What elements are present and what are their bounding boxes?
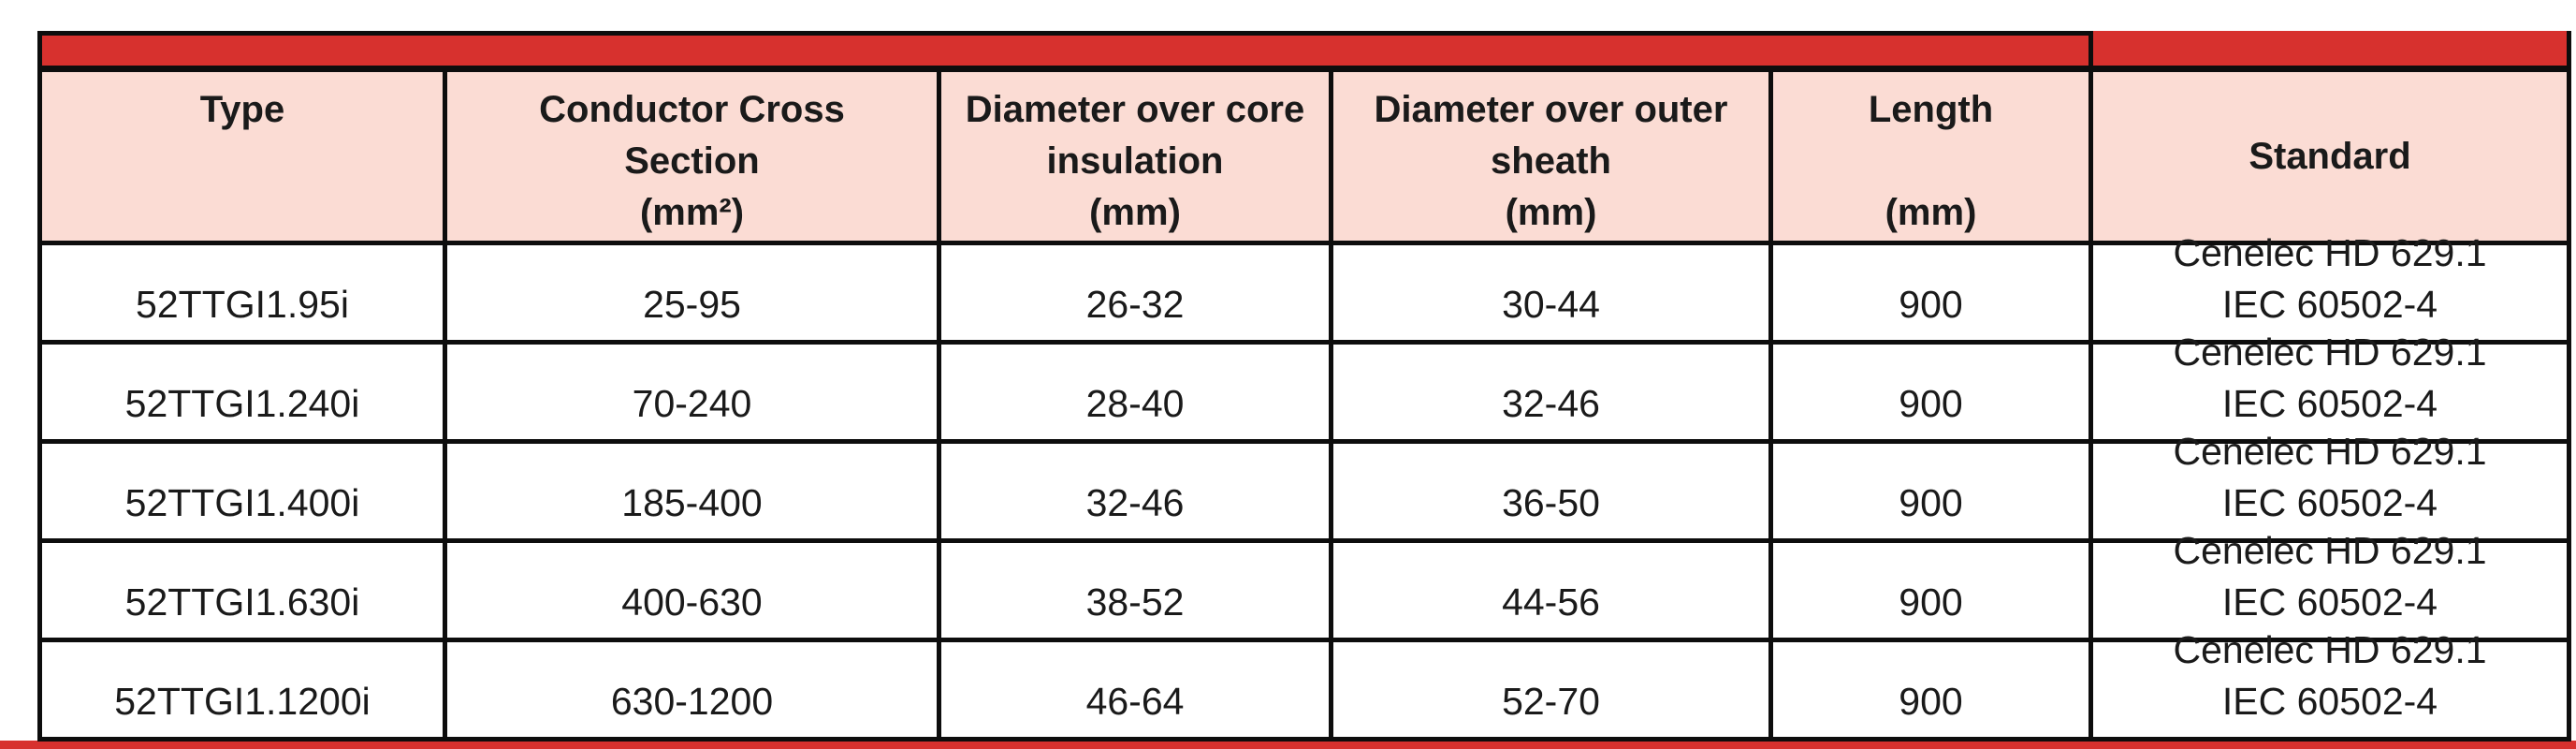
- table-cell: 900: [1773, 345, 2088, 439]
- table-cell: 52TTGI1.630i: [42, 543, 443, 638]
- title-bar-divider: [2088, 31, 2093, 66]
- table-cell: 36-50: [1333, 444, 1768, 538]
- table-cell: 900: [1773, 543, 2088, 638]
- table-cell: 44-56: [1333, 543, 1768, 638]
- table-cell: Cenelec HD 629.1 IEC 60502-4: [2093, 231, 2567, 340]
- title-bar-standard-segment: [2093, 31, 2571, 66]
- table-cell: 630-1200: [447, 642, 937, 737]
- title-bar-main-segment: [37, 31, 2088, 66]
- bottom-red-rule: [0, 741, 2576, 749]
- table-cell: Cenelec HD 629.1 IEC 60502-4: [2093, 330, 2567, 439]
- table-cell: 52TTGI1.1200i: [42, 642, 443, 737]
- spec-table-grid: Type Conductor Cross Section (mm²) Diame…: [37, 66, 2571, 742]
- spec-table: Type Conductor Cross Section (mm²) Diame…: [37, 31, 2571, 742]
- table-cell: 28-40: [941, 345, 1329, 439]
- header-conductor-cross-section: Conductor Cross Section (mm²): [447, 72, 937, 241]
- table-cell: 32-46: [941, 444, 1329, 538]
- header-diameter-over-outer-sheath: Diameter over outer sheath (mm): [1333, 72, 1768, 241]
- header-diameter-over-core-insulation: Diameter over core insulation (mm): [941, 72, 1329, 241]
- table-cell: 900: [1773, 245, 2088, 340]
- table-cell: 52-70: [1333, 642, 1768, 737]
- table-cell: 900: [1773, 444, 2088, 538]
- table-cell: 26-32: [941, 245, 1329, 340]
- table-cell: Cenelec HD 629.1 IEC 60502-4: [2093, 628, 2567, 737]
- header-length: Length (mm): [1773, 72, 2088, 241]
- table-title-bar: [37, 31, 2571, 66]
- table-cell: 38-52: [941, 543, 1329, 638]
- table-cell: Cenelec HD 629.1 IEC 60502-4: [2093, 430, 2567, 538]
- table-cell: 185-400: [447, 444, 937, 538]
- header-standard: Standard: [2093, 72, 2567, 241]
- table-cell: 52TTGI1.400i: [42, 444, 443, 538]
- table-cell: 70-240: [447, 345, 937, 439]
- table-cell: 52TTGI1.240i: [42, 345, 443, 439]
- table-cell: Cenelec HD 629.1 IEC 60502-4: [2093, 529, 2567, 638]
- header-type: Type: [42, 72, 443, 241]
- table-cell: 30-44: [1333, 245, 1768, 340]
- table-cell: 25-95: [447, 245, 937, 340]
- table-cell: 400-630: [447, 543, 937, 638]
- table-cell: 46-64: [941, 642, 1329, 737]
- table-cell: 32-46: [1333, 345, 1768, 439]
- table-cell: 900: [1773, 642, 2088, 737]
- table-cell: 52TTGI1.95i: [42, 245, 443, 340]
